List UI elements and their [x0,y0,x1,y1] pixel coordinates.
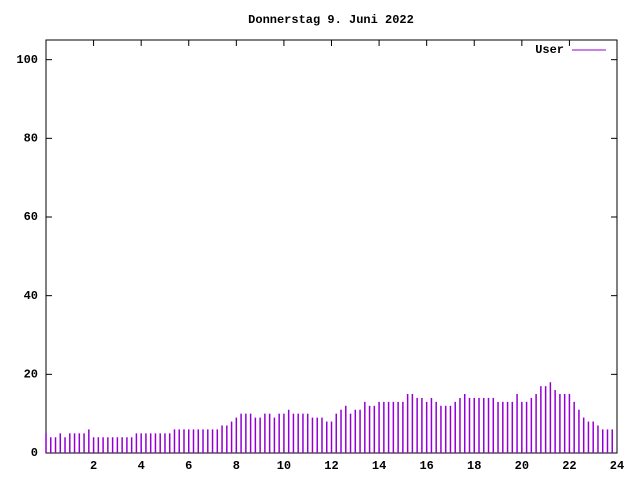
x-tick-label: 8 [233,459,240,473]
x-tick-label: 10 [277,459,291,473]
y-tick-label: 0 [31,446,38,460]
x-tick-label: 4 [138,459,145,473]
y-tick-label: 100 [16,53,38,67]
y-tick-label: 60 [24,210,38,224]
x-tick-label: 2 [90,459,97,473]
y-tick-label: 20 [24,368,38,382]
x-tick-label: 14 [372,459,386,473]
x-tick-label: 18 [467,459,481,473]
x-tick-label: 12 [324,459,338,473]
x-tick-label: 16 [419,459,433,473]
x-tick-label: 24 [610,459,624,473]
chart-title: Donnerstag 9. Juni 2022 [248,13,414,27]
y-tick-label: 80 [24,132,38,146]
x-tick-label: 6 [185,459,192,473]
legend-label: User [535,43,564,57]
x-tick-label: 22 [562,459,576,473]
x-tick-label: 20 [515,459,529,473]
plot-border [45,39,618,454]
y-tick-label: 40 [24,289,38,303]
